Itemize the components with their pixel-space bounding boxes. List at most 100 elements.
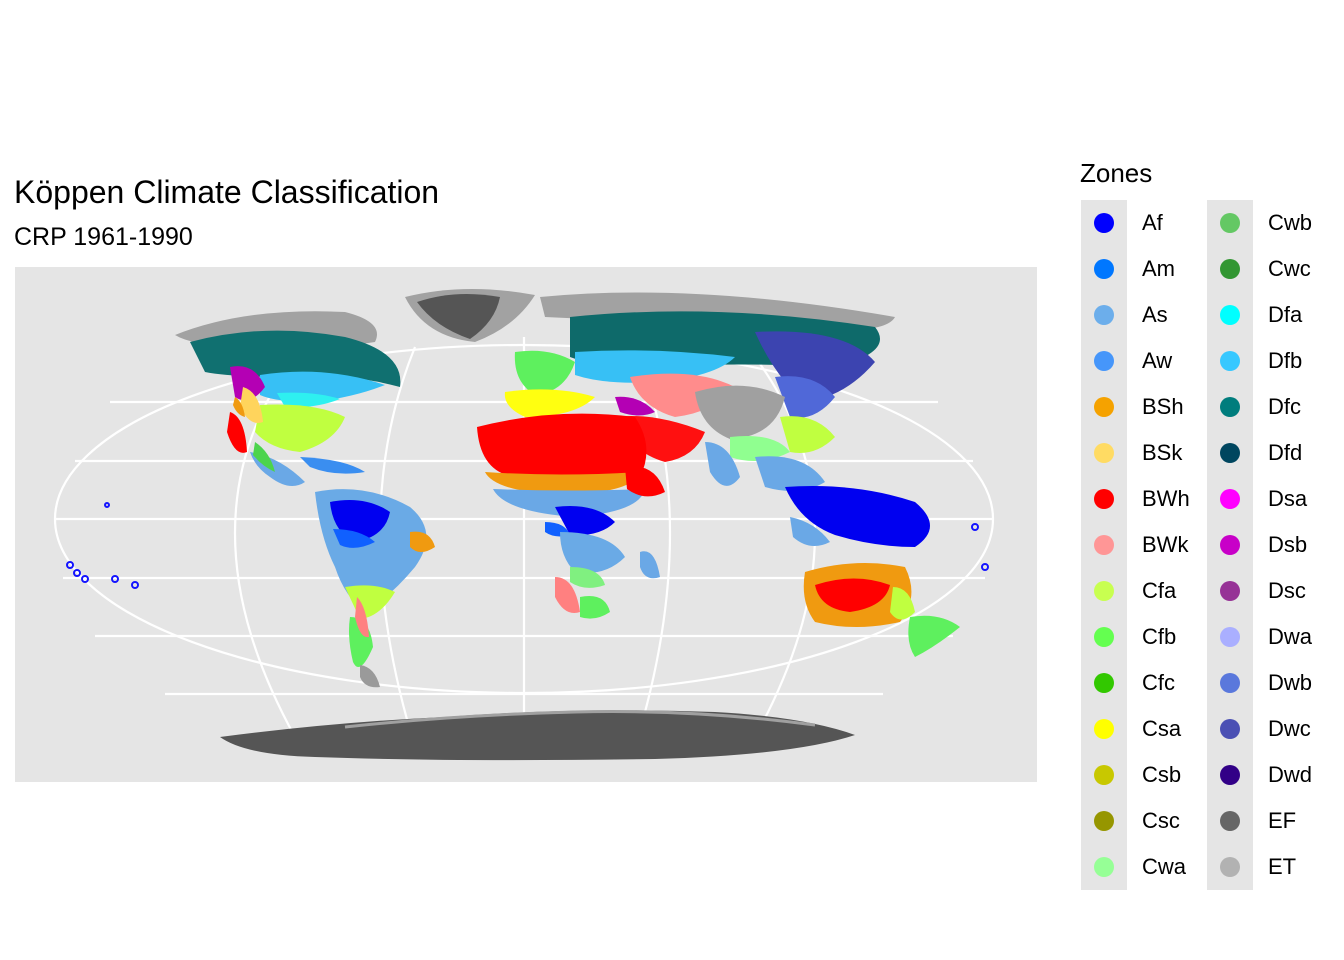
legend-swatch bbox=[1220, 627, 1240, 647]
zone-bsh bbox=[233, 397, 245, 417]
legend-key bbox=[1081, 338, 1127, 384]
legend-label: Af bbox=[1142, 210, 1163, 235]
island bbox=[66, 561, 74, 569]
legend-label: Cfa bbox=[1142, 578, 1177, 603]
oceania bbox=[803, 563, 960, 657]
legend-label: Cwb bbox=[1268, 210, 1313, 235]
legend-item-bsk: BSk bbox=[1081, 430, 1201, 476]
island bbox=[111, 575, 119, 583]
island bbox=[81, 575, 89, 583]
antarctic-coast-et bbox=[344, 710, 816, 729]
zone-aw bbox=[790, 517, 830, 546]
legend-swatch bbox=[1094, 811, 1114, 831]
legend-label: Cwa bbox=[1142, 854, 1187, 879]
legend-swatch bbox=[1094, 351, 1114, 371]
legend-column-1: Af Am As Aw BSh BSk BWh BWk Cfa Cfb Cfc Csa Csb Csc Cw… bbox=[1081, 200, 1201, 890]
legend-label: Dwa bbox=[1268, 624, 1313, 649]
legend-swatch bbox=[1220, 305, 1240, 325]
legend-swatch bbox=[1094, 305, 1114, 325]
legend-key bbox=[1081, 430, 1127, 476]
legend-item-aw: Aw bbox=[1081, 338, 1201, 384]
legend-item-cfb: Cfb bbox=[1081, 614, 1201, 660]
zone-cfb bbox=[908, 615, 960, 657]
legend-label: Am bbox=[1142, 256, 1175, 281]
zone-af bbox=[555, 506, 615, 536]
legend-item-csa: Csa bbox=[1081, 706, 1201, 752]
legend-item-dfd: Dfd bbox=[1207, 430, 1327, 476]
zone-cfa bbox=[255, 404, 345, 452]
legend-label: Dwc bbox=[1268, 716, 1311, 741]
north-america bbox=[190, 330, 401, 486]
legend-key bbox=[1207, 292, 1253, 338]
legend-label: Dfb bbox=[1268, 348, 1303, 373]
legend-label: Dfd bbox=[1268, 440, 1303, 465]
legend-item-cwb: Cwb bbox=[1207, 200, 1327, 246]
legend-label: Csc bbox=[1142, 808, 1180, 833]
legend-key bbox=[1207, 430, 1253, 476]
legend-swatch bbox=[1220, 673, 1240, 693]
legend-key bbox=[1081, 568, 1127, 614]
legend-label: Cwc bbox=[1268, 256, 1311, 281]
legend-column-2: Cwb Cwc Dfa Dfb Dfc Dfd Dsa Dsb Dsc Dwa Dwb Dwc Dwd E… bbox=[1207, 200, 1327, 890]
zone-et bbox=[695, 385, 785, 439]
legend-swatch bbox=[1094, 489, 1114, 509]
zone-af bbox=[785, 486, 930, 547]
map-subtitle: CRP 1961-1990 bbox=[14, 223, 193, 251]
legend-swatch bbox=[1220, 443, 1240, 463]
legend-swatch bbox=[1094, 627, 1114, 647]
zone-bsh bbox=[485, 472, 640, 495]
africa bbox=[477, 413, 665, 619]
legend-item-et: ET bbox=[1207, 844, 1327, 890]
legend-label: Dfa bbox=[1268, 302, 1303, 327]
zone-dwc bbox=[755, 331, 875, 402]
legend-swatch bbox=[1220, 397, 1240, 417]
zone-as bbox=[560, 532, 625, 573]
world-map bbox=[53, 288, 995, 761]
legend-key bbox=[1207, 384, 1253, 430]
legend-item-dwc: Dwc bbox=[1207, 706, 1327, 752]
legend-item-dfc: Dfc bbox=[1207, 384, 1327, 430]
legend-item-am: Am bbox=[1081, 246, 1201, 292]
legend-item-csb: Csb bbox=[1081, 752, 1201, 798]
legend-swatch bbox=[1220, 581, 1240, 601]
graticule-meridian bbox=[234, 356, 296, 738]
legend-key bbox=[1207, 752, 1253, 798]
legend-label: Dfc bbox=[1268, 394, 1301, 419]
legend-label: Cfb bbox=[1142, 624, 1177, 649]
zone-dfb bbox=[575, 350, 735, 383]
legend-label: BSk bbox=[1142, 440, 1183, 465]
zone-et bbox=[360, 665, 380, 688]
legend-key bbox=[1081, 798, 1127, 844]
legend-swatch bbox=[1220, 857, 1240, 877]
legend-swatch bbox=[1094, 857, 1114, 877]
legend-key bbox=[1081, 246, 1127, 292]
legend-label: Csb bbox=[1142, 762, 1182, 787]
legend-swatch bbox=[1220, 213, 1240, 233]
legend-item-as: As bbox=[1081, 292, 1201, 338]
legend-item-dsb: Dsb bbox=[1207, 522, 1327, 568]
legend-label: EF bbox=[1268, 808, 1297, 833]
legend-label: Cfc bbox=[1142, 670, 1175, 695]
legend-label: Dwd bbox=[1268, 762, 1313, 787]
legend-key bbox=[1207, 614, 1253, 660]
legend-swatch bbox=[1220, 351, 1240, 371]
legend-item-ef: EF bbox=[1207, 798, 1327, 844]
island bbox=[981, 563, 989, 571]
island bbox=[131, 581, 139, 589]
legend-key bbox=[1207, 200, 1253, 246]
legend-key bbox=[1081, 384, 1127, 430]
zone-bwh bbox=[625, 466, 665, 497]
zone-cfa bbox=[890, 587, 915, 620]
legend-key bbox=[1207, 660, 1253, 706]
legend-key bbox=[1081, 844, 1127, 890]
legend-swatch bbox=[1094, 719, 1114, 739]
legend-item-bwh: BWh bbox=[1081, 476, 1201, 522]
legend-swatch bbox=[1094, 581, 1114, 601]
legend-title: Zones bbox=[1080, 158, 1153, 188]
legend-label: Aw bbox=[1142, 348, 1173, 373]
south-america bbox=[315, 489, 435, 688]
legend-key bbox=[1081, 522, 1127, 568]
zone-am bbox=[300, 457, 365, 474]
legend-item-dfb: Dfb bbox=[1207, 338, 1327, 384]
map-title: Köppen Climate Classification bbox=[14, 174, 440, 210]
